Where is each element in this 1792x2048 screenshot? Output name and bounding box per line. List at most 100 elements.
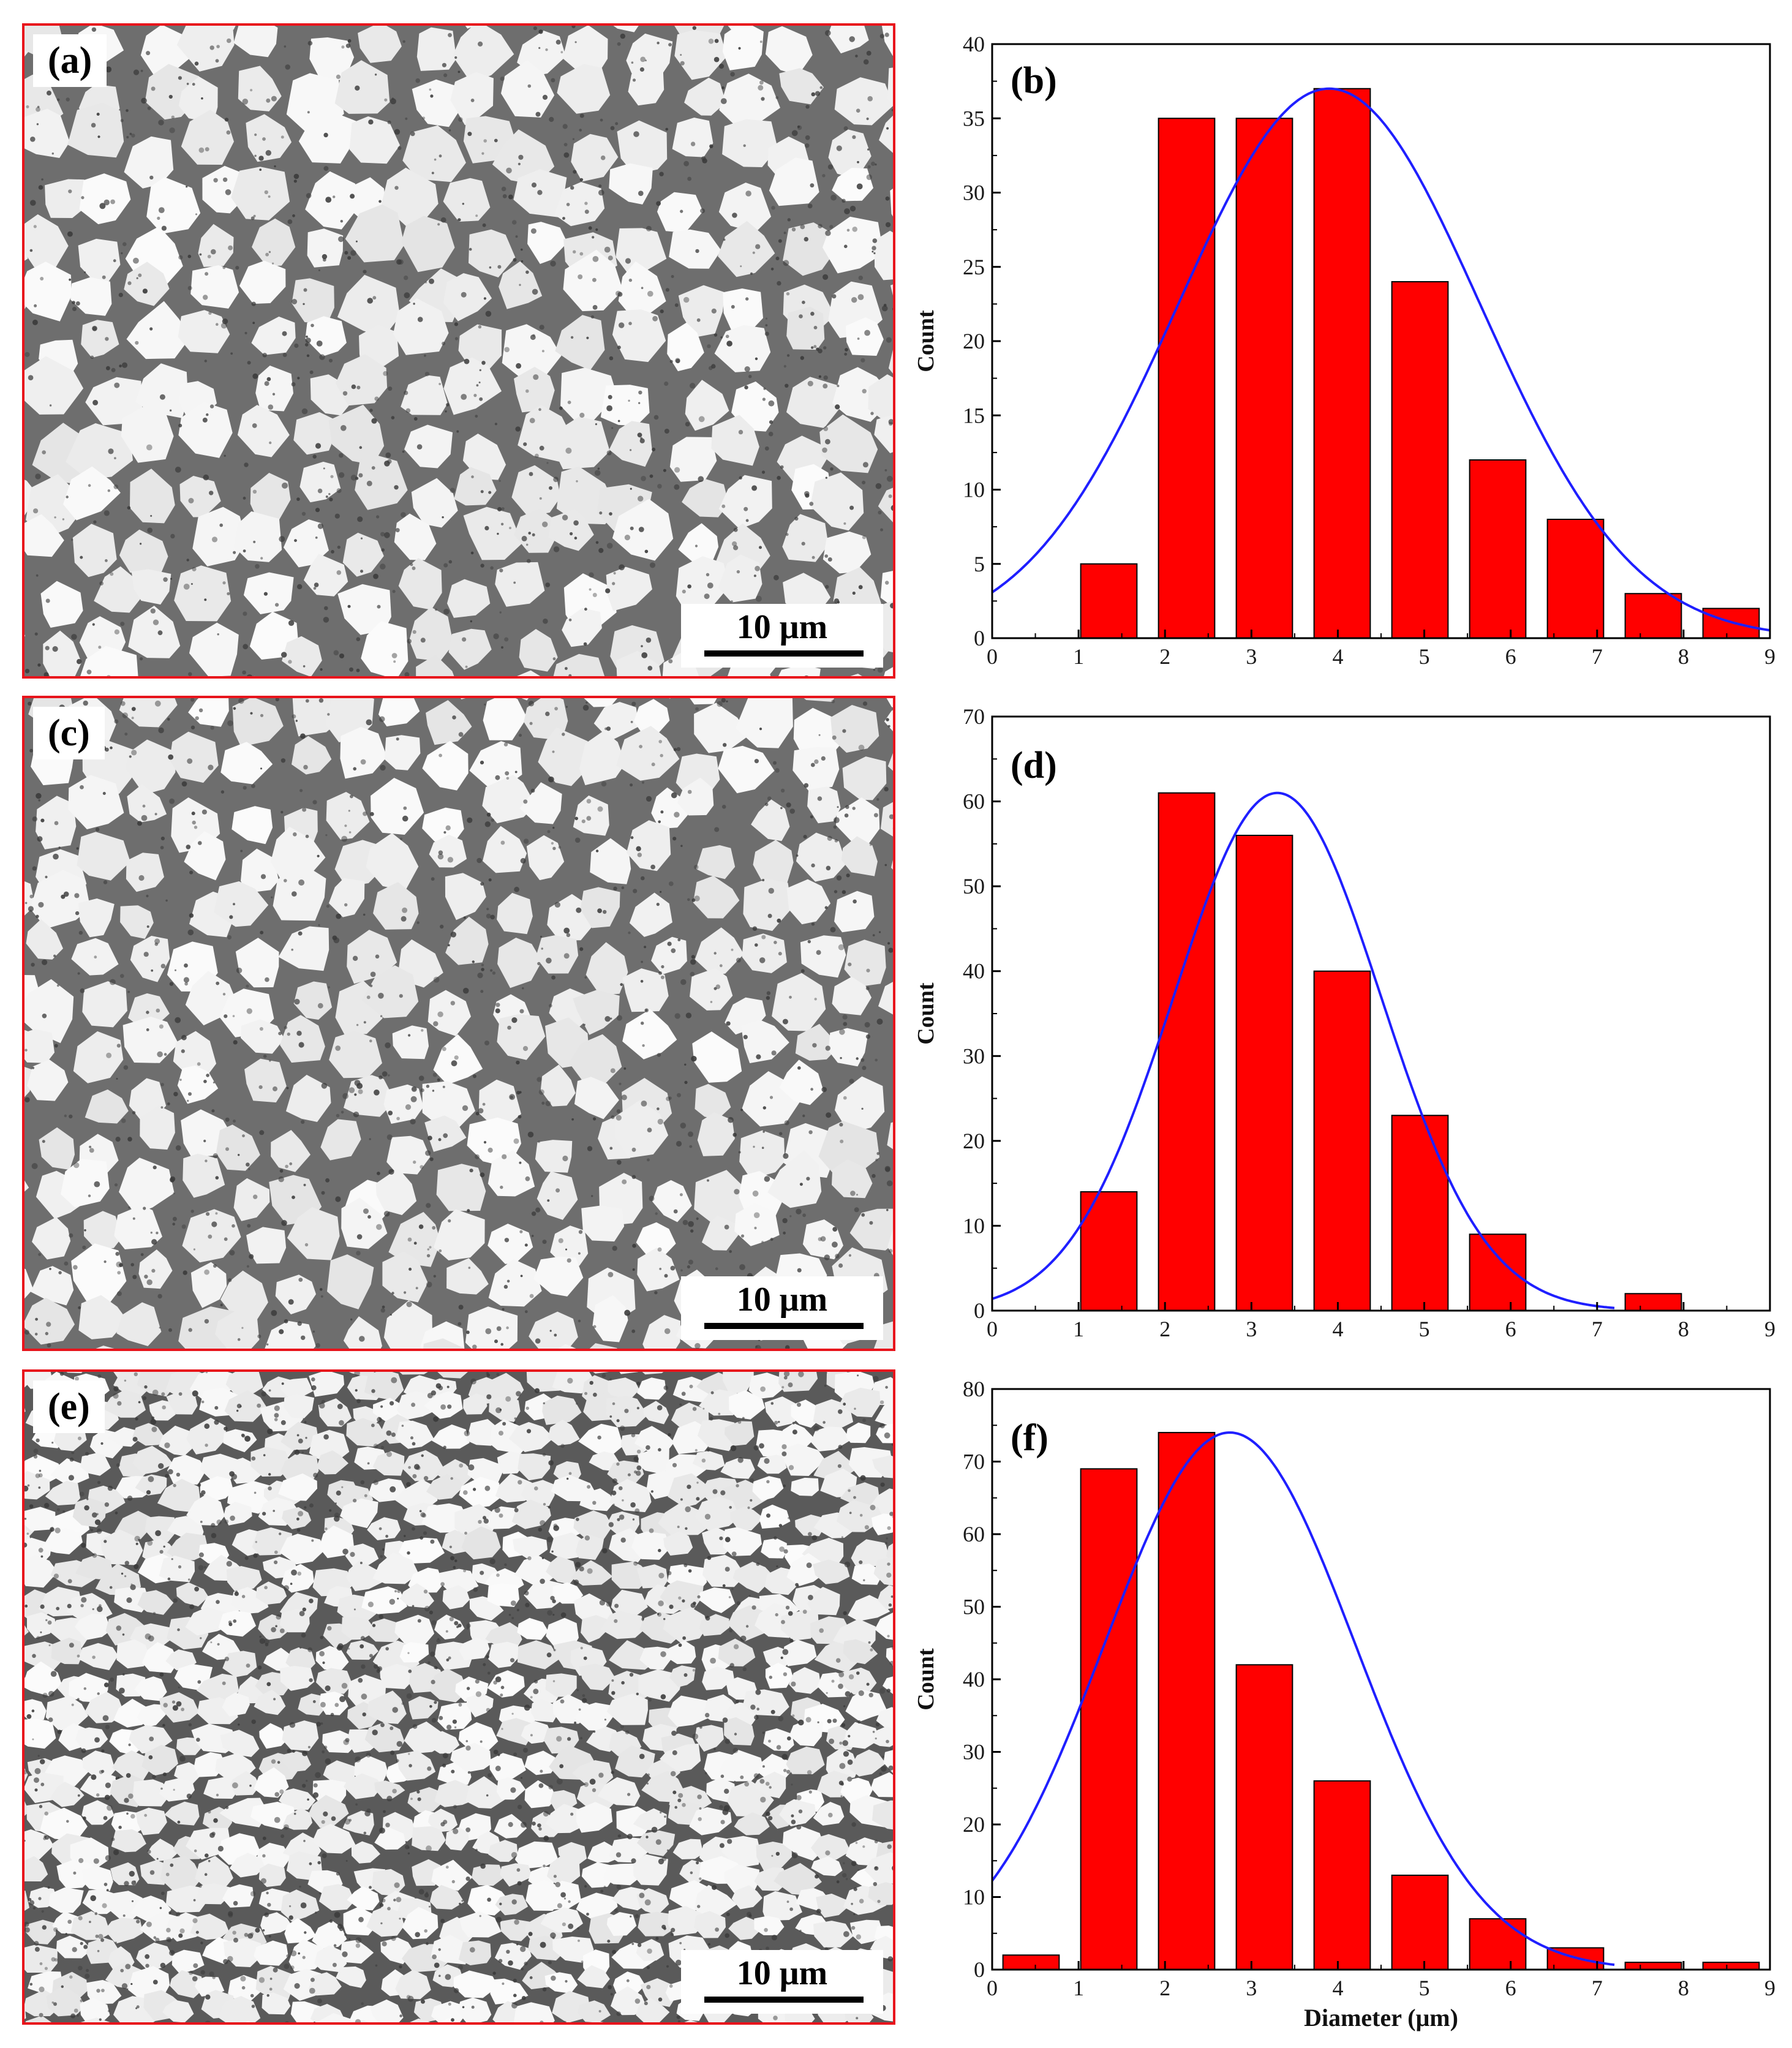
precipitate-dot — [480, 882, 484, 886]
precipitate-dot — [500, 1693, 503, 1697]
precipitate-dot — [862, 701, 868, 706]
precipitate-dot — [844, 352, 848, 356]
precipitate-dot — [429, 1705, 432, 1708]
precipitate-dot — [440, 924, 444, 929]
precipitate-dot — [319, 1288, 323, 1291]
precipitate-dot — [77, 1794, 80, 1797]
precipitate-dot — [490, 914, 495, 920]
precipitate-dot — [680, 845, 683, 847]
precipitate-dot — [405, 408, 411, 413]
grain — [450, 72, 494, 126]
precipitate-dot — [677, 1526, 680, 1529]
grain — [48, 1887, 84, 1913]
grain — [24, 1661, 62, 1696]
precipitate-dot — [889, 1660, 893, 1666]
precipitate-dot — [331, 1816, 336, 1821]
grain — [223, 1429, 257, 1453]
grain — [764, 1396, 802, 1427]
grain — [138, 1249, 173, 1289]
grain — [323, 1760, 356, 1785]
precipitate-dot — [381, 548, 385, 552]
precipitate-dot — [260, 874, 266, 879]
grain — [850, 674, 862, 676]
precipitate-dot — [861, 1107, 864, 1110]
grain — [63, 466, 121, 521]
precipitate-dot — [795, 1583, 799, 1587]
precipitate-dot — [608, 255, 613, 261]
grain — [734, 1203, 780, 1246]
precipitate-dot — [366, 995, 371, 1000]
precipitate-dot — [390, 1486, 396, 1493]
grain — [868, 374, 893, 420]
grain — [135, 363, 189, 418]
precipitate-dot — [169, 409, 172, 412]
precipitate-dot — [748, 375, 752, 378]
precipitate-dot — [464, 1430, 470, 1437]
grain — [684, 2020, 698, 2022]
precipitate-dot — [671, 1927, 676, 1932]
precipitate-dot — [637, 1943, 642, 1948]
precipitate-dot — [690, 971, 695, 977]
precipitate-dot — [186, 186, 188, 188]
precipitate-dot — [893, 521, 895, 527]
grain — [399, 1642, 429, 1663]
grain — [752, 1476, 784, 1501]
precipitate-dot — [856, 1671, 860, 1675]
precipitate-dot — [152, 1774, 156, 1779]
precipitate-dot — [344, 1933, 347, 1937]
precipitate-dot — [871, 161, 875, 166]
precipitate-dot — [621, 1094, 627, 1101]
precipitate-dot — [481, 963, 484, 966]
precipitate-dot — [387, 1907, 391, 1911]
precipitate-dot — [391, 97, 394, 100]
x-tick-label: 0 — [987, 1317, 998, 1341]
precipitate-dot — [134, 1372, 138, 1377]
precipitate-dot — [130, 1584, 136, 1591]
precipitate-dot — [641, 287, 644, 290]
precipitate-dot — [336, 1644, 342, 1651]
precipitate-dot — [658, 1600, 664, 1606]
precipitate-dot — [563, 953, 570, 959]
precipitate-dot — [443, 73, 448, 77]
precipitate-dot — [35, 1317, 38, 1321]
grain — [460, 698, 466, 699]
precipitate-dot — [220, 790, 225, 794]
grain — [259, 1723, 288, 1749]
precipitate-dot — [677, 1798, 682, 1802]
precipitate-dot — [769, 1096, 774, 1099]
bar — [1080, 563, 1138, 639]
precipitate-dot — [578, 274, 583, 279]
precipitate-dot — [811, 555, 815, 559]
precipitate-dot — [404, 292, 410, 299]
precipitate-dot — [119, 1687, 125, 1694]
y-tick-label: 10 — [963, 1885, 985, 1910]
grain — [724, 1717, 755, 1745]
precipitate-dot — [160, 1083, 164, 1086]
grain — [431, 1859, 473, 1891]
precipitate-dot — [24, 1840, 26, 1842]
precipitate-dot — [170, 1176, 176, 1182]
y-tick-label: 20 — [963, 1129, 985, 1153]
precipitate-dot — [448, 32, 452, 37]
precipitate-dot — [369, 1654, 373, 1658]
precipitate-dot — [783, 1672, 788, 1676]
precipitate-dot — [405, 1845, 410, 1850]
precipitate-dot — [205, 1853, 209, 1858]
grain — [372, 1869, 405, 1896]
precipitate-dot — [333, 650, 339, 656]
precipitate-dot — [151, 1239, 157, 1245]
precipitate-dot — [525, 1406, 529, 1410]
precipitate-dot — [668, 1433, 671, 1437]
precipitate-dot — [570, 1812, 574, 1816]
precipitate-dot — [627, 1473, 631, 1477]
precipitate-dot — [309, 1862, 312, 1865]
panel-label: (f) — [1011, 1417, 1048, 1459]
precipitate-dot — [725, 334, 729, 339]
precipitate-dot — [416, 444, 423, 450]
precipitate-dot — [91, 122, 96, 128]
grain — [463, 1393, 488, 1415]
precipitate-dot — [580, 1646, 583, 1650]
precipitate-dot — [426, 1203, 431, 1208]
precipitate-dot — [762, 1731, 765, 1734]
precipitate-dot — [864, 329, 870, 336]
